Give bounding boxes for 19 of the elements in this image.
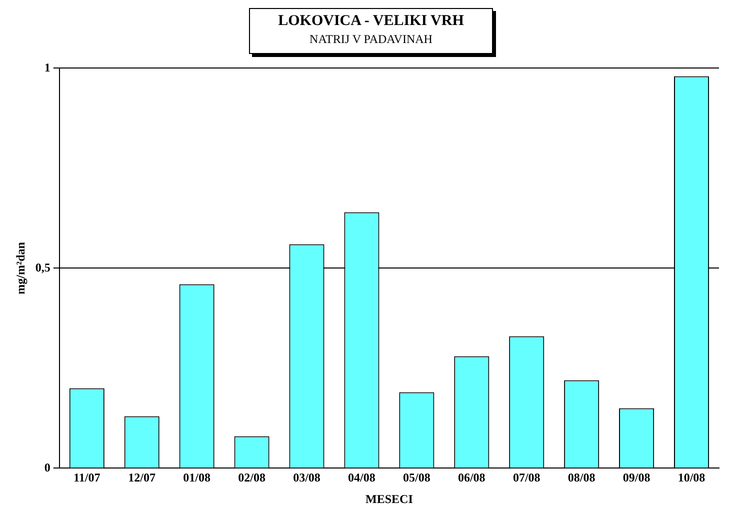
x-tick-label: 11/07: [74, 470, 100, 484]
x-tick-label: 09/08: [622, 470, 650, 484]
y-tick-label: 0: [44, 460, 50, 474]
chart-title: LOKOVICA - VELIKI VRH: [277, 13, 465, 30]
x-tick-label: 04/08: [348, 470, 376, 484]
x-tick-label: 05/08: [403, 470, 430, 484]
y-tick-label: 0,5: [35, 260, 50, 274]
x-tick-label: 03/08: [293, 470, 320, 484]
x-tick-label: 07/08: [512, 470, 540, 484]
chart-subtitle: NATRIJ V PADAVINAH: [308, 32, 434, 47]
y-axis-title: mg/m²dan: [13, 242, 28, 294]
x-tick-label: 08/08: [568, 470, 596, 484]
y-tick-label: 1: [44, 60, 50, 74]
x-tick-label: 06/08: [458, 470, 486, 484]
x-tick-label: 10/08: [678, 470, 706, 484]
x-tick-label: 12/07: [128, 470, 156, 484]
x-axis-title: MESECI: [366, 492, 414, 506]
x-tick-label: 01/08: [183, 470, 210, 484]
x-tick-label: 02/08: [238, 470, 266, 484]
